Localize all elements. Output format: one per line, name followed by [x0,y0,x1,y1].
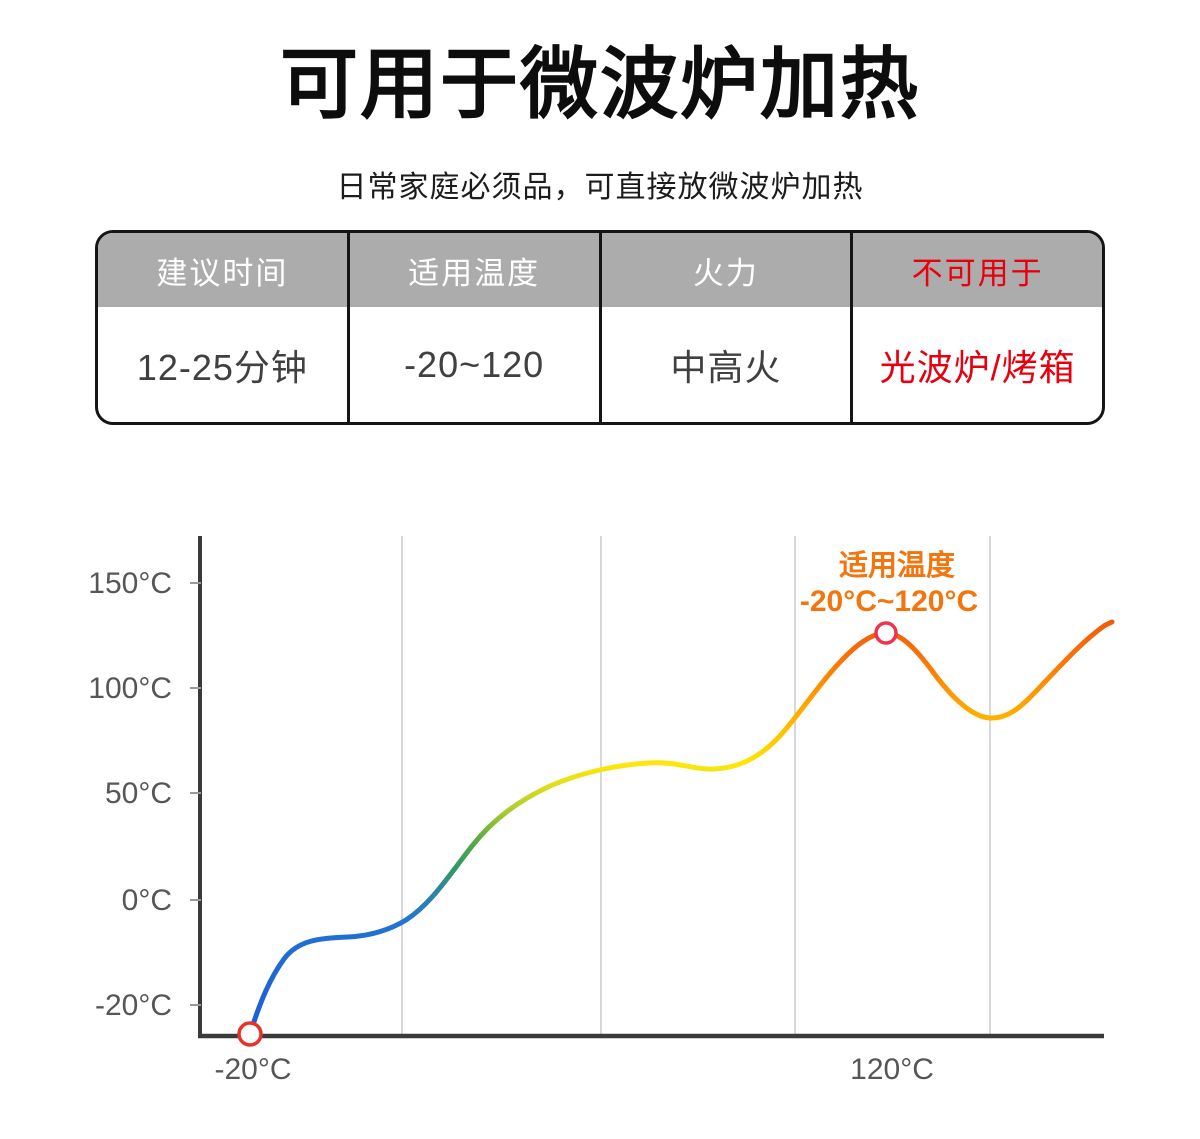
y-tick-label: 150°C [88,567,172,600]
table-value-cell: 中高火 [670,346,782,388]
annotation-title: 适用温度 [839,549,955,582]
table-header-cell: 不可用于 [853,233,1102,307]
table-column-not-usable-for: 不可用于 光波炉/烤箱 [850,233,1102,422]
chart-canvas: 150°C 100°C 50°C 0°C -20°C -20°C 120°C 适… [88,536,1115,1086]
table-value-cell: -20~120 [404,343,545,385]
table-header-cell: 建议时间 [98,233,347,307]
page-subtitle: 日常家庭必须品，可直接放微波炉加热 [336,171,864,204]
table-column-heat-level: 火力 中高火 [598,233,851,422]
annotation-range: -20°C~120°C [800,585,978,618]
x-tick-label: 120°C [850,1053,934,1086]
temperature-curve [247,619,1115,1037]
table-value-cell: 光波炉/烤箱 [879,346,1076,388]
table-column-temperature-range: 适用温度 -20~120 [346,233,599,422]
table-header-cell: 火力 [601,233,851,307]
y-tick-label: 0°C [122,884,172,917]
y-tick-label: -20°C [95,989,172,1022]
temperature-chart: 150°C 100°C 50°C 0°C -20°C -20°C 120°C 适… [0,530,1200,1110]
y-tick-label: 50°C [105,777,172,810]
x-tick-label: -20°C [214,1053,291,1086]
start-point-marker [237,1021,263,1047]
table-header-cell: 适用温度 [349,233,599,307]
specs-table: 建议时间 12-25分钟 适用温度 -20~120 火力 中高火 不可用于 光波… [95,230,1105,425]
table-value-cell: 12-25分钟 [136,346,308,388]
peak-point-marker [874,621,898,645]
table-column-suggested-time: 建议时间 12-25分钟 [98,233,347,422]
y-tick-label: 100°C [88,672,172,705]
page-title: 可用于微波炉加热 [279,40,920,128]
